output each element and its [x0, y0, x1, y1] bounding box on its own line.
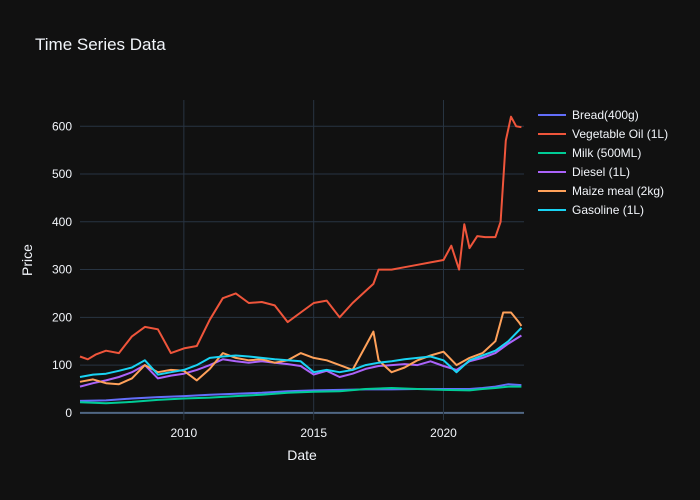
- legend-label: Diesel (1L): [572, 165, 630, 179]
- y-tick-label: 400: [52, 215, 72, 229]
- x-tick-label: 2020: [430, 426, 457, 440]
- series-line-5[interactable]: [79, 327, 523, 378]
- x-axis-title: Date: [287, 447, 317, 463]
- y-tick-label: 200: [52, 310, 72, 324]
- series-line-3[interactable]: [79, 334, 522, 388]
- series-line-0[interactable]: [79, 383, 522, 402]
- legend-item-5[interactable]: Gasoline (1L): [538, 203, 644, 217]
- tick-layer: 0 100 200 300 400 500 600 2010 2015 2020: [52, 119, 457, 440]
- y-tick-label: 100: [52, 358, 72, 372]
- series-layer: [79, 115, 523, 405]
- legend-item-0[interactable]: Bread(400g): [538, 108, 639, 122]
- legend-item-4[interactable]: Maize meal (2kg): [538, 184, 664, 198]
- legend-item-3[interactable]: Diesel (1L): [538, 165, 630, 179]
- y-tick-label: 0: [65, 406, 72, 420]
- legend-label: Milk (500ML): [572, 146, 641, 160]
- legend[interactable]: Bread(400g) Vegetable Oil (1L) Milk (500ML…: [538, 108, 668, 217]
- legend-label: Vegetable Oil (1L): [572, 127, 668, 141]
- y-tick-label: 600: [52, 119, 72, 133]
- legend-label: Maize meal (2kg): [572, 184, 664, 198]
- y-tick-label: 500: [52, 167, 72, 181]
- chart-title: Time Series Data: [35, 35, 166, 54]
- y-tick-label: 300: [52, 263, 72, 277]
- y-axis-title: Price: [19, 244, 35, 276]
- legend-label: Bread(400g): [572, 108, 639, 122]
- series-line-2[interactable]: [79, 385, 522, 405]
- legend-label: Gasoline (1L): [572, 203, 644, 217]
- series-line-1[interactable]: [79, 115, 522, 361]
- x-tick-label: 2010: [171, 426, 198, 440]
- series-line-4[interactable]: [79, 311, 523, 386]
- legend-item-1[interactable]: Vegetable Oil (1L): [538, 127, 668, 141]
- legend-item-2[interactable]: Milk (500ML): [538, 146, 641, 160]
- x-tick-label: 2015: [300, 426, 327, 440]
